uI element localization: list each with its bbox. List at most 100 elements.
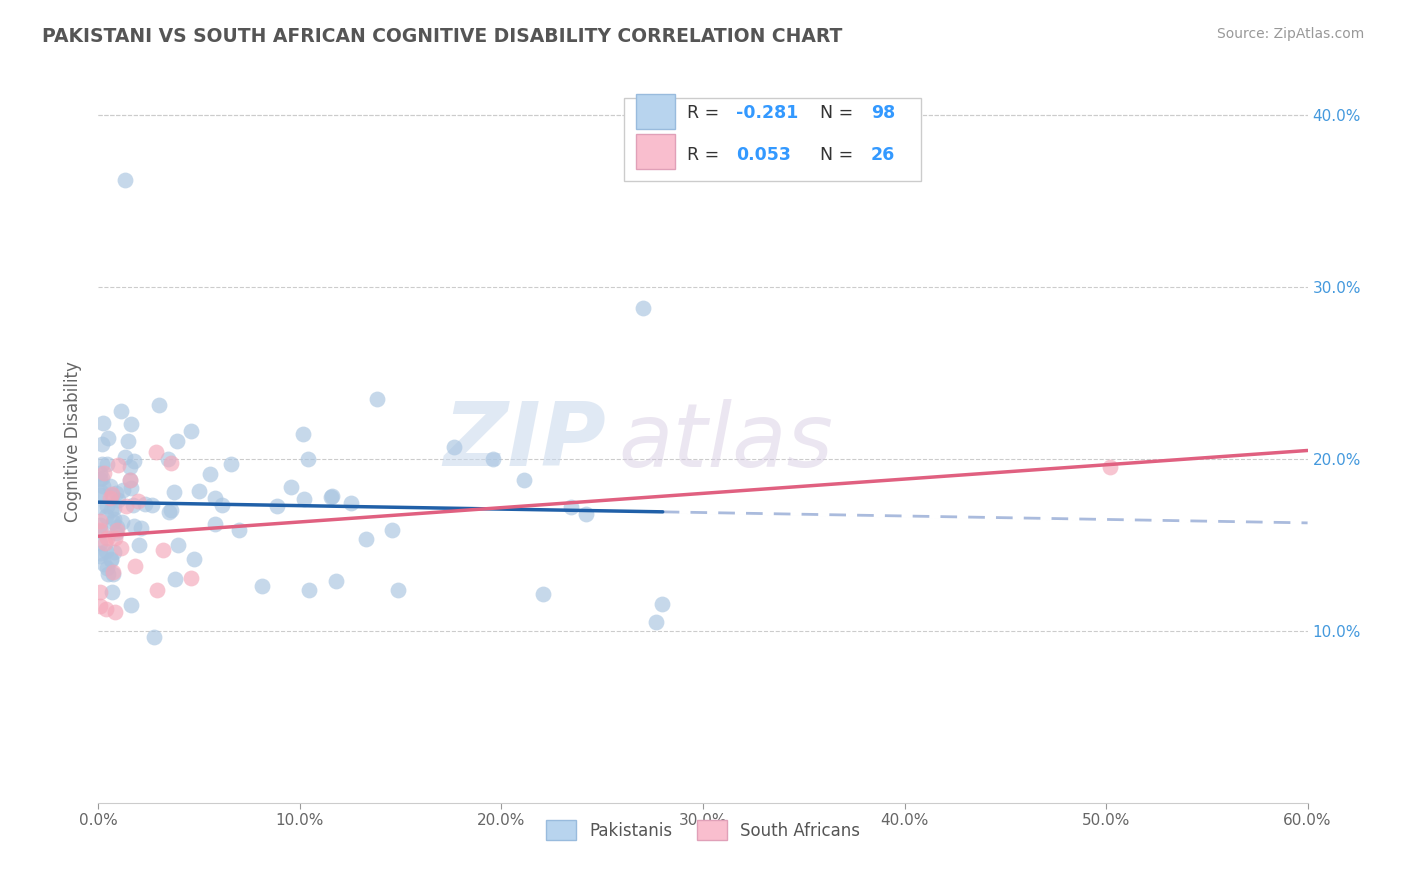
Point <box>128 538 150 552</box>
Point <box>166 434 188 449</box>
Point <box>120 481 142 495</box>
Point <box>107 492 129 507</box>
Point <box>100 584 122 599</box>
Point <box>96 544 118 558</box>
Point <box>163 572 186 586</box>
Point <box>114 173 136 187</box>
Point <box>183 552 205 566</box>
Point <box>145 582 167 597</box>
Point <box>100 503 122 517</box>
Point <box>111 515 134 529</box>
Point <box>531 586 554 600</box>
Point <box>110 404 132 418</box>
Point <box>104 532 127 546</box>
Point <box>96 560 118 574</box>
Point <box>100 488 122 502</box>
Point <box>188 483 211 498</box>
Point <box>117 434 139 449</box>
Point <box>90 524 112 539</box>
Point <box>103 545 125 559</box>
Point <box>93 557 115 571</box>
Point <box>89 515 111 529</box>
Point <box>91 458 114 472</box>
Point <box>163 484 186 499</box>
Point <box>157 451 180 466</box>
Point <box>122 499 145 513</box>
Point <box>105 520 128 534</box>
Text: Source: ZipAtlas.com: Source: ZipAtlas.com <box>1216 27 1364 41</box>
Point <box>250 579 273 593</box>
Point <box>101 565 124 579</box>
Point <box>104 605 127 619</box>
Point <box>145 445 167 459</box>
Text: 98: 98 <box>872 103 896 122</box>
Point <box>481 451 503 466</box>
Point <box>89 500 111 514</box>
Point <box>387 583 409 598</box>
Point <box>120 473 142 487</box>
Point <box>651 597 673 611</box>
Point <box>122 519 145 533</box>
Point <box>91 479 114 493</box>
Point <box>129 521 152 535</box>
Point <box>97 567 120 582</box>
Point <box>121 417 143 431</box>
Point <box>103 500 125 515</box>
Y-axis label: Cognitive Disability: Cognitive Disability <box>65 361 83 522</box>
Point <box>356 533 378 547</box>
Point <box>122 454 145 468</box>
Point <box>90 471 112 485</box>
Point <box>204 516 226 531</box>
Point <box>89 546 111 560</box>
Text: -0.281: -0.281 <box>735 103 799 122</box>
Point <box>89 536 111 550</box>
Point <box>94 509 117 524</box>
Point <box>110 541 132 556</box>
Point <box>94 536 117 550</box>
Point <box>134 497 156 511</box>
Point <box>89 584 111 599</box>
Point <box>297 452 319 467</box>
Point <box>118 473 141 487</box>
Point <box>211 498 233 512</box>
Point <box>93 467 115 481</box>
Point <box>292 492 315 507</box>
Point <box>180 571 202 585</box>
Point <box>381 523 404 537</box>
Point <box>645 615 668 629</box>
FancyBboxPatch shape <box>624 98 921 181</box>
Point <box>94 602 117 616</box>
Point <box>89 599 111 614</box>
Point <box>160 456 183 470</box>
Point <box>204 491 226 505</box>
Point <box>127 494 149 508</box>
Point <box>115 499 138 513</box>
Point <box>124 559 146 574</box>
Point <box>89 517 111 532</box>
Bar <box>637 94 675 128</box>
Point <box>100 553 122 567</box>
Point <box>91 437 114 451</box>
Point <box>89 488 111 502</box>
Text: ZIP: ZIP <box>443 398 606 485</box>
Point <box>560 500 582 514</box>
Point <box>120 460 142 475</box>
Point <box>167 538 190 552</box>
Point <box>160 503 183 517</box>
Point <box>120 599 142 613</box>
Point <box>228 523 250 537</box>
Point <box>89 466 111 480</box>
Point <box>219 457 242 471</box>
Point <box>321 490 343 504</box>
Point <box>98 479 121 493</box>
Point <box>141 498 163 512</box>
Text: R =: R = <box>688 103 725 122</box>
Point <box>1099 460 1122 475</box>
Point <box>107 458 129 472</box>
Point <box>180 425 202 439</box>
Text: N =: N = <box>820 103 859 122</box>
Point <box>89 472 111 486</box>
Text: N =: N = <box>820 145 859 164</box>
Point <box>512 473 534 487</box>
Point <box>148 398 170 412</box>
